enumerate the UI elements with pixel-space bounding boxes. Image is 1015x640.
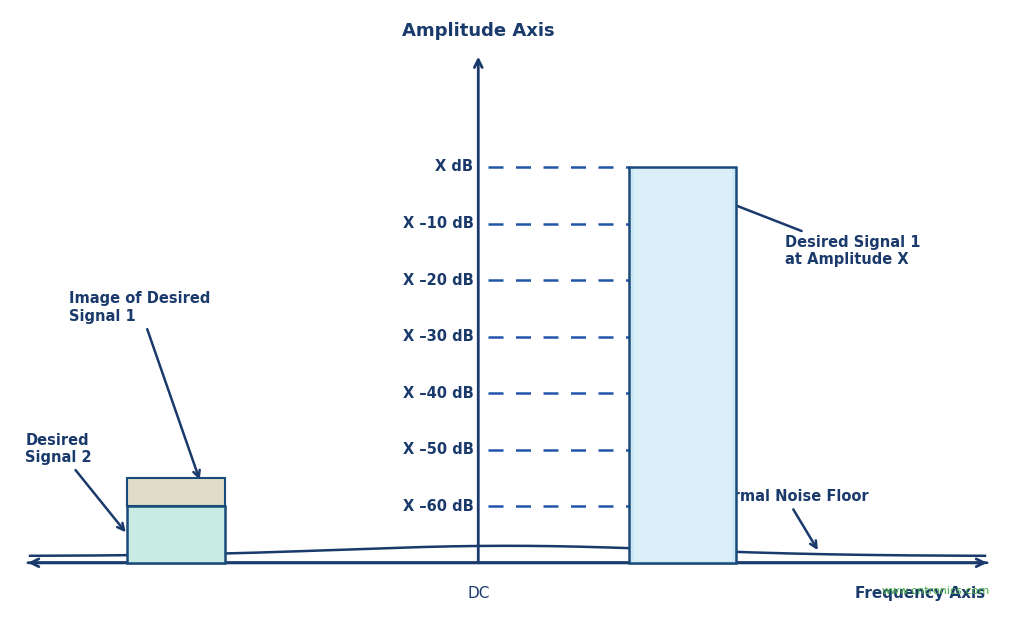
Text: Desired Signal 1
at Amplitude X: Desired Signal 1 at Amplitude X [654, 173, 921, 268]
Text: Thermal Noise Floor: Thermal Noise Floor [702, 489, 869, 548]
Text: X –50 dB: X –50 dB [403, 442, 473, 457]
Text: X –10 dB: X –10 dB [403, 216, 473, 231]
Text: X –30 dB: X –30 dB [403, 329, 473, 344]
Bar [128, 506, 225, 563]
Text: www.cntronics.com: www.cntronics.com [882, 586, 990, 596]
Text: Amplitude Axis: Amplitude Axis [402, 22, 554, 40]
Text: X dB: X dB [435, 159, 473, 175]
Text: DC: DC [467, 586, 489, 602]
Text: Frequency Axis: Frequency Axis [855, 586, 985, 602]
Text: X –60 dB: X –60 dB [403, 499, 473, 514]
Text: Image of Desired
Signal 1: Image of Desired Signal 1 [69, 291, 210, 477]
Bar [634, 169, 732, 561]
Text: X –40 dB: X –40 dB [403, 386, 473, 401]
Bar [128, 478, 225, 506]
Bar [629, 167, 737, 563]
Text: X –20 dB: X –20 dB [403, 273, 473, 287]
Text: Desired
Signal 2: Desired Signal 2 [25, 433, 124, 530]
